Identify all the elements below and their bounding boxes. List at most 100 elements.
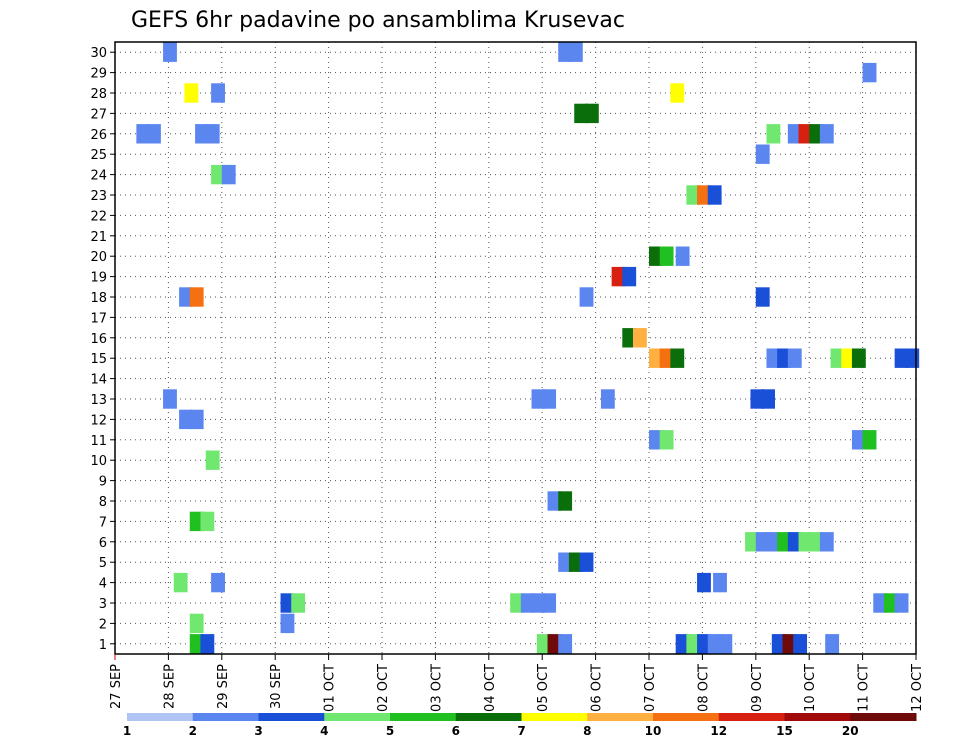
heatmap-cell (189, 613, 204, 634)
heatmap-cell (558, 552, 573, 572)
y-tick-label: 17 (90, 311, 107, 326)
heatmap-cell (697, 185, 711, 205)
y-tick-label: 8 (99, 495, 107, 510)
heatmap-cell (542, 389, 557, 409)
legend-swatch (455, 713, 522, 721)
heatmap-cell (761, 389, 775, 409)
y-tick-label: 19 (90, 271, 107, 286)
heatmap-cell (798, 124, 813, 144)
heatmap-cell (697, 634, 711, 654)
x-axis: 27 SEP 28 SEP 29 SEP 30 SEP 01 OCT 02 OCT 03 O… (109, 654, 925, 712)
heatmap-cell (851, 430, 866, 450)
y-tick-label: 6 (99, 536, 107, 551)
heatmap-cell (649, 348, 663, 368)
heatmap-cell (558, 491, 573, 511)
heatmap-cell (787, 124, 802, 144)
heatmap-cell (841, 348, 856, 368)
y-tick-label: 26 (90, 128, 107, 143)
plot-frame (114, 41, 917, 655)
y-tick-label: 25 (90, 148, 107, 163)
heatmap-cell (200, 511, 215, 532)
y-tick-label: 9 (99, 475, 107, 490)
legend-label: 15 (776, 724, 793, 738)
heatmap-cell (195, 124, 209, 144)
heatmap-cell (659, 348, 674, 368)
heatmap-cell (547, 634, 562, 654)
heatmap-cell (280, 613, 295, 634)
legend-swatch (127, 713, 194, 721)
heatmap-cell (750, 389, 765, 409)
legend-swatch (192, 713, 259, 721)
y-tick-label: 4 (99, 577, 107, 592)
y-axis: 1234567891011121314151617181920212223242… (90, 46, 115, 653)
heatmap-cell (622, 328, 637, 348)
y-tick-label: 7 (99, 515, 107, 530)
heatmap-cell (558, 634, 573, 654)
x-tick-label: 04 OCT (483, 664, 498, 712)
legend-label: 7 (517, 724, 525, 738)
y-tick-label: 11 (90, 434, 107, 449)
heatmap-cell (611, 266, 626, 287)
y-tick-label: 21 (90, 230, 107, 245)
x-tick-label: 07 OCT (643, 664, 658, 712)
heatmap-cell (179, 287, 193, 307)
y-tick-label: 18 (90, 291, 107, 306)
heatmap-cell (558, 42, 573, 62)
heatmap-cell (179, 409, 193, 430)
heatmap-cell (830, 348, 845, 368)
heatmap-cell (675, 246, 690, 266)
heatmap-cell (659, 430, 674, 450)
heatmap-cell (793, 634, 808, 654)
heatmap-cell (809, 124, 824, 144)
x-tick-label: 01 OCT (323, 664, 338, 712)
heatmap-cell (205, 124, 220, 144)
heatmap-cell (542, 593, 557, 613)
heatmap-cell (211, 572, 225, 593)
heatmap-cell (649, 246, 663, 266)
legend-label: 12 (710, 724, 727, 738)
heatmap-cell (675, 634, 690, 654)
x-tick-label: 29 SEP (216, 664, 231, 709)
heatmap-cell (536, 634, 551, 654)
heatmap-cell (568, 552, 583, 572)
x-tick-label: 11 OCT (857, 664, 872, 712)
legend-swatch (324, 713, 391, 721)
heatmap-cell (707, 634, 722, 654)
heatmap-cell (622, 266, 637, 287)
heatmap-cell (184, 83, 199, 103)
heatmap-cell (291, 593, 306, 613)
legend-swatch (784, 713, 851, 721)
heatmap-cell (189, 511, 204, 532)
heatmap-cell (862, 430, 877, 450)
heatmap-cell (584, 103, 599, 124)
heatmap-cell (787, 348, 802, 368)
heatmap-cell (766, 532, 781, 552)
y-tick-label: 12 (90, 413, 107, 428)
legend-label: 2 (189, 724, 197, 738)
heatmap-cell (221, 164, 236, 185)
heatmap-cells (136, 42, 920, 654)
x-tick-label: 02 OCT (376, 664, 391, 712)
x-tick-label: 05 OCT (536, 664, 551, 712)
legend-swatch (653, 713, 720, 721)
heatmap-cell (600, 389, 615, 409)
legend-label: 4 (320, 724, 328, 738)
heatmap-cell (713, 572, 727, 593)
heatmap-cell (782, 634, 797, 654)
heatmap-cell (579, 552, 594, 572)
heatmap-cell (649, 430, 663, 450)
legend-label: 8 (583, 724, 591, 738)
heatmap-cell (755, 144, 770, 164)
heatmap-cell (755, 532, 770, 552)
heatmap-cell (798, 532, 813, 552)
heatmap-cell (771, 634, 786, 654)
y-tick-label: 28 (90, 87, 107, 102)
x-tick-label: 10 OCT (803, 664, 818, 712)
heatmap-cell (787, 532, 802, 552)
heatmap-cell (531, 593, 546, 613)
chart-title: GEFS 6hr padavine po ansamblima Krusevac (131, 8, 625, 33)
legend-swatch (587, 713, 654, 721)
heatmap-cell (755, 287, 770, 307)
y-tick-label: 15 (90, 352, 107, 367)
